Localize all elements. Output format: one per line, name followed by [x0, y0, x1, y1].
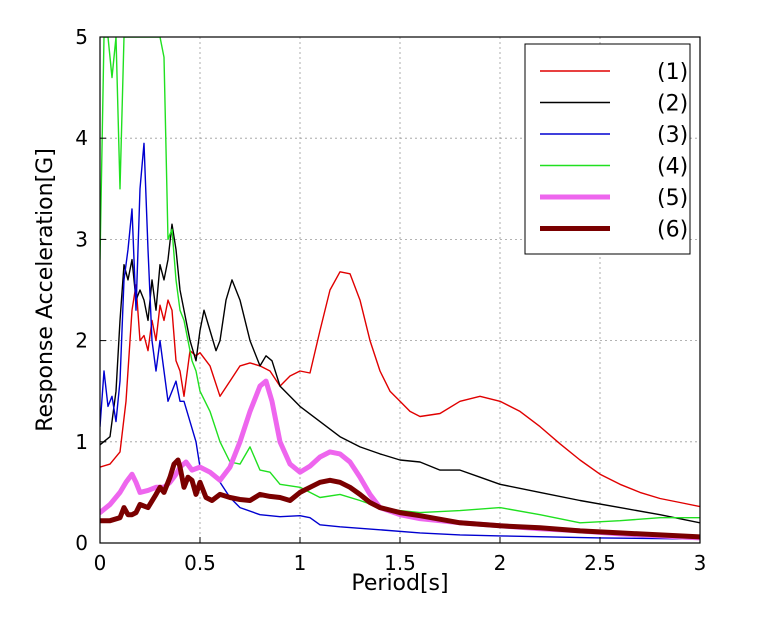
- legend-label-2: (2): [657, 92, 688, 117]
- legend-label-3: (3): [657, 123, 688, 148]
- y-axis-title: Response Acceleration[G]: [33, 148, 58, 432]
- x-tick-label: 2: [494, 551, 507, 575]
- x-tick-label: 0.5: [184, 551, 216, 575]
- x-axis-title: Period[s]: [351, 571, 448, 596]
- x-tick-label: 0: [94, 551, 107, 575]
- legend-label-6: (6): [657, 218, 688, 243]
- series-line-5: [100, 378, 700, 541]
- y-tick-label: 3: [75, 227, 88, 251]
- y-tick-label: 5: [75, 25, 88, 49]
- y-tick-label: 0: [75, 531, 88, 555]
- y-tick-label: 1: [75, 430, 88, 454]
- y-tick-label: 2: [75, 329, 88, 353]
- legend-box: [524, 43, 691, 255]
- legend-label-5: (5): [657, 186, 688, 211]
- series-line-3: [100, 142, 700, 540]
- series-line-2: [100, 223, 700, 524]
- y-tick-label: 4: [75, 126, 88, 150]
- series-line-6: [100, 457, 700, 540]
- legend-label-4: (4): [657, 155, 688, 180]
- series-layer: [100, 37, 700, 541]
- axis-ticks: 0 0.5 1 1.5 2 2.5 3 0 1 2 3 4 5: [75, 25, 706, 575]
- legend: (1) (2) (3) (4) (5) (6): [524, 43, 691, 255]
- x-tick-label: 2.5: [584, 551, 616, 575]
- x-tick-label: 1.5: [384, 551, 416, 575]
- legend-label-1: (1): [657, 60, 688, 85]
- x-tick-label: 3: [694, 551, 707, 575]
- x-tick-label: 1: [294, 551, 307, 575]
